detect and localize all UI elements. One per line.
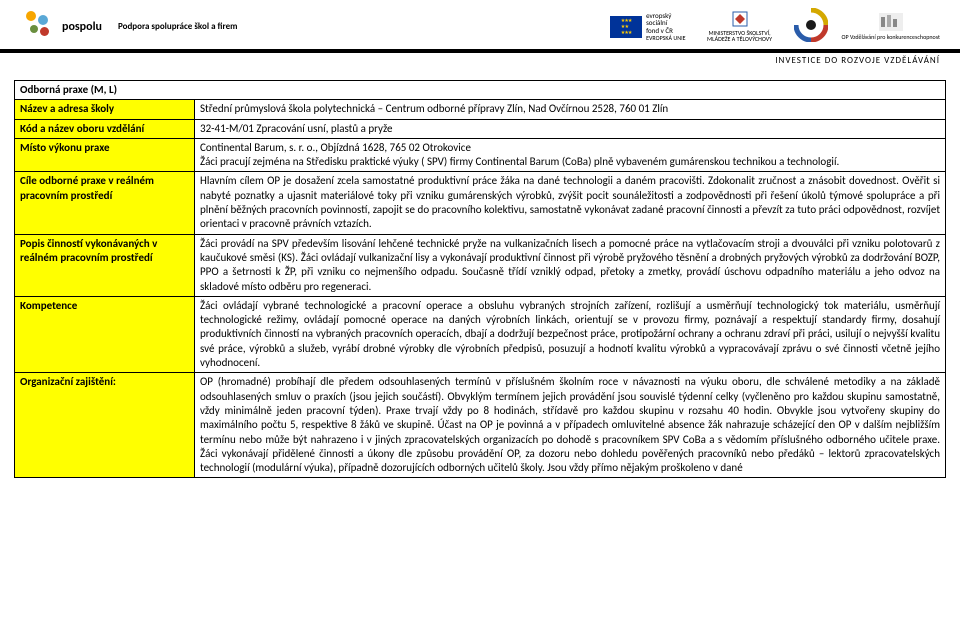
- row-value: Střední průmyslová škola polytechnická –…: [195, 100, 946, 119]
- esf-icon: [794, 8, 828, 42]
- table-row: KompetenceŽáci ovládají vybrané technolo…: [15, 296, 946, 372]
- table-row: Cíle odborné praxe v reálném pracovním p…: [15, 172, 946, 234]
- logo-pospolu: pospolu: [20, 9, 102, 45]
- data-table: Odborná praxe (M, L) Název a adresa škol…: [14, 80, 946, 478]
- table-row: Organizační zajištění:OP (hromadné) prob…: [15, 373, 946, 478]
- row-label: Kód a název oboru vzdělání: [15, 119, 195, 138]
- row-value: Continental Barum, s. r. o., Objízdná 16…: [195, 138, 946, 172]
- op-logo: OP Vzdělávání pro konkurenceschopnost: [842, 13, 940, 41]
- row-value: Žáci ovládají vybrané technologické a pr…: [195, 296, 946, 372]
- esf-logo: [794, 8, 828, 45]
- eu-text: evropský sociální fond v ČR EVROPSKÁ UNI…: [646, 12, 685, 42]
- invest-line: INVESTICE DO ROZVOJE VZDĚLÁVÁNÍ: [0, 53, 960, 72]
- row-label: Cíle odborné praxe v reálném pracovním p…: [15, 172, 195, 234]
- row-label: Popis činností vykonávaných v reálném pr…: [15, 234, 195, 296]
- row-value: OP (hromadné) probíhají dle předem odsou…: [195, 373, 946, 478]
- table-row: Místo výkonu praxeContinental Barum, s. …: [15, 138, 946, 172]
- row-value: Žáci provádí na SPV především lisování l…: [195, 234, 946, 296]
- op-icon: [879, 13, 903, 31]
- row-label: Organizační zajištění:: [15, 373, 195, 478]
- msmt-icon: [731, 10, 749, 28]
- eu-flag-icon: ★ ★ ★★ ★★ ★ ★: [610, 16, 642, 38]
- row-label: Název a adresa školy: [15, 100, 195, 119]
- msmt-logo: MINISTERSTVO ŠKOLSTVÍ, MLÁDEŽE A TĚLOVÝC…: [700, 10, 780, 43]
- eu-logo: ★ ★ ★★ ★★ ★ ★ evropský sociální fond v Č…: [610, 12, 685, 42]
- table-row: Kód a název oboru vzdělání32-41-M/01 Zpr…: [15, 119, 946, 138]
- tagline: Podpora spolupráce škol a firem: [118, 21, 238, 32]
- section-title: Odborná praxe (M, L): [15, 81, 946, 100]
- row-label: Kompetence: [15, 296, 195, 372]
- row-value: Hlavním cílem OP je dosažení zcela samos…: [195, 172, 946, 234]
- row-label: Místo výkonu praxe: [15, 138, 195, 172]
- table-row: Popis činností vykonávaných v reálném pr…: [15, 234, 946, 296]
- content: Odborná praxe (M, L) Název a adresa škol…: [0, 72, 960, 486]
- pospolu-icon: [20, 9, 56, 45]
- pospolu-text: pospolu: [62, 20, 102, 34]
- row-value: 32-41-M/01 Zpracování usní, plastů a pry…: [195, 119, 946, 138]
- section-title-row: Odborná praxe (M, L): [15, 81, 946, 100]
- header-bar: pospolu Podpora spolupráce škol a firem …: [0, 0, 960, 53]
- logos-right: ★ ★ ★★ ★★ ★ ★ evropský sociální fond v Č…: [610, 8, 940, 45]
- table-row: Název a adresa školyStřední průmyslová š…: [15, 100, 946, 119]
